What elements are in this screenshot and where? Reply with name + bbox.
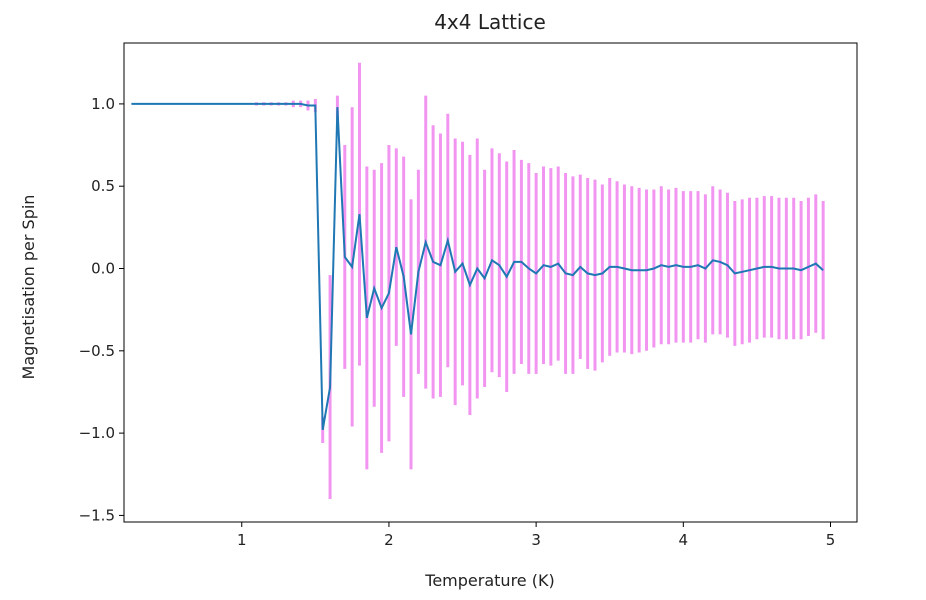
- x-tick-label: 3: [531, 531, 541, 549]
- x-axis-label: Temperature (K): [424, 571, 554, 590]
- y-tick-label: 0.0: [91, 260, 115, 278]
- y-tick-label: −0.5: [79, 342, 115, 360]
- y-tick-label: 1.0: [91, 95, 115, 113]
- y-tick-label: 0.5: [91, 177, 115, 195]
- x-axis: 1 2 3 4 5: [237, 522, 835, 549]
- chart-title: 4x4 Lattice: [434, 10, 546, 34]
- x-tick-label: 1: [237, 531, 247, 549]
- y-tick-label: −1.0: [79, 424, 115, 442]
- y-tick-label: −1.5: [79, 506, 115, 524]
- x-tick-label: 2: [384, 531, 394, 549]
- errorbar-layer: [254, 62, 825, 499]
- magnetisation-line: [131, 102, 824, 430]
- y-axis: −1.5 −1.0 −0.5 0.0 0.5 1.0: [79, 95, 124, 524]
- data-line-layer: [131, 102, 824, 430]
- plot-frame: [123, 42, 858, 523]
- x-tick-label: 5: [826, 531, 836, 549]
- y-axis-label: Magnetisation per Spin: [19, 195, 38, 380]
- x-tick-label: 4: [679, 531, 689, 549]
